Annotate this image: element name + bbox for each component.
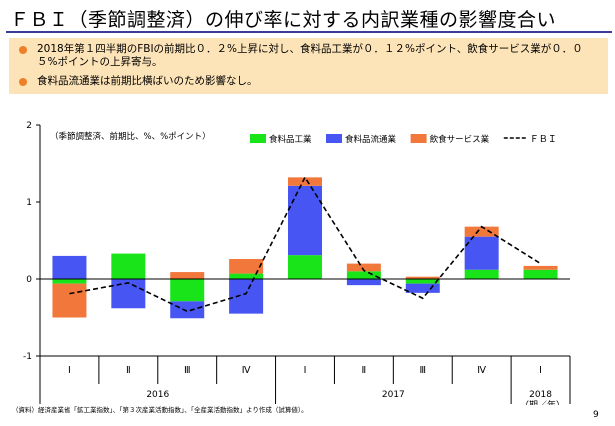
bar-food-service [52,283,87,318]
x-tick-label: Ⅰ [68,365,71,376]
bar-food-distribution [288,185,322,256]
title-rule [6,31,612,33]
legend-label: ＦＢＩ [530,135,557,145]
bar-food-distribution [229,279,264,314]
x-tick-label: Ⅰ [304,365,307,376]
bullet-text: 2018年第１四半期のFBIの前期比０．２%上昇に対し、食料品工業が０．１２%ポ… [37,43,583,68]
bar-food-distribution [111,279,146,309]
bar-food-service [229,258,264,274]
bar-food-industry [288,255,322,279]
x-tick-label: Ⅱ [362,365,367,376]
legend-swatch [410,134,427,143]
legend-swatch [326,134,342,143]
bar-food-distribution [464,236,499,270]
bar-food-service [346,263,381,272]
slide-title: ＦＢＩ（季節調整済）の伸び率に対する内訳業種の影響度合い [10,9,557,31]
x-tick-label: Ⅳ [242,365,251,376]
x-tick-label: Ⅳ [477,365,486,376]
legend-swatch [250,134,266,143]
page-number: 9 [593,410,599,420]
bar-food-distribution [405,283,440,293]
source-note: （資料）経済産業省「鉱工業指数」、「第３次産業活動指数」、「全産業活動指数」より… [12,406,308,414]
year-label: 2017 [382,390,405,400]
bar-food-service [288,177,322,186]
fbi-line [69,175,541,313]
period-unit-label: （期／年） [520,399,565,405]
bar-food-industry [170,279,205,302]
x-tick-label: Ⅲ [184,365,191,376]
bar-food-distribution [52,255,87,279]
bar-food-industry [523,269,558,279]
stacked-bar-chart: -1 0 1 2 （季節調整済、前期比、%、%ポイント） Ⅰ Ⅱ Ⅲ Ⅳ Ⅰ Ⅱ Ⅲ Ⅳ Ⅰ 2016 201… [23,121,571,405]
y-tick-label: 2 [26,121,32,131]
bullet-dot-icon [19,46,27,54]
x-tick-label: Ⅰ [539,365,542,376]
y-tick-label: 0 [26,275,32,285]
bullet-text: 食料品流通業は前期比横ばいのため影響なし。 [37,75,258,87]
bar-food-industry [229,273,264,279]
bar-food-distribution [170,301,205,319]
legend-label: 食料品工業 [269,134,312,145]
bullet-dot-icon [19,78,27,86]
bar-food-service [405,276,440,279]
bar-food-service [170,272,205,279]
year-label: 2016 [146,390,169,400]
bar-food-industry [111,253,146,279]
bar-food-industry [464,269,499,279]
bar-food-industry [52,279,87,284]
x-tick-label: Ⅱ [126,365,131,376]
bullet-box: 2018年第１四半期のFBIの前期比０．２%上昇に対し、食料品工業が０．１２%ポ… [9,38,608,94]
y-tick-label: -1 [23,352,32,362]
bar-food-service [464,226,499,237]
bar-food-industry [346,271,381,279]
bar-food-distribution [346,279,381,286]
year-label: 2018 [529,390,552,400]
y-tick-label: 1 [26,198,32,208]
legend-label: 食料品流通業 [345,134,397,145]
x-tick-label: Ⅲ [419,365,426,376]
legend-label: 飲食サービス業 [430,134,490,145]
bar-food-service [523,265,558,270]
bar-food-industry [405,279,440,284]
y-axis-label: （季節調整済、前期比、%、%ポイント） [50,131,211,142]
